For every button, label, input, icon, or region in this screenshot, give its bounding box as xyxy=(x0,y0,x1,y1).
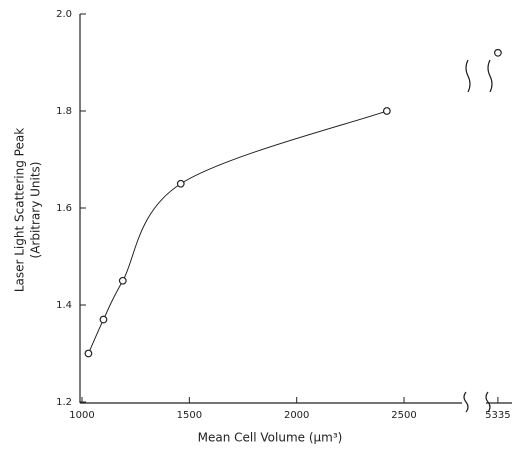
x-axis-break xyxy=(485,391,491,413)
data-point xyxy=(176,179,185,188)
x-tick-label: 2000 xyxy=(284,410,309,421)
y-tick-label: 1.8 xyxy=(56,106,72,117)
x-tick-label: 1000 xyxy=(69,410,94,421)
x-axis-title: Mean Cell Volume (μm³) xyxy=(198,431,343,445)
y-axis-title: Laser Light Scattering Peak (Arbitrary U… xyxy=(13,128,43,292)
y-tick-label: 1.4 xyxy=(56,300,72,311)
y-tick-label: 2.0 xyxy=(56,9,72,20)
data-point xyxy=(118,276,127,285)
x-tick-label: 5335 xyxy=(485,410,510,421)
x-tick-label: 1500 xyxy=(177,410,202,421)
y-axis-title-line: Laser Light Scattering Peak xyxy=(13,128,27,292)
y-break xyxy=(487,59,493,93)
curve xyxy=(87,110,388,354)
y-axis-title-line: (Arbitrary Units) xyxy=(29,162,43,259)
y-tick-label: 1.6 xyxy=(56,203,72,214)
x-tick-label: 2500 xyxy=(391,410,416,421)
data-point xyxy=(84,349,93,358)
data-point xyxy=(494,48,502,57)
x-axis-break xyxy=(463,391,469,413)
data-point xyxy=(382,107,391,115)
y-tick-label: 1.2 xyxy=(56,397,72,408)
y-break xyxy=(465,59,471,93)
data-point xyxy=(99,315,108,324)
